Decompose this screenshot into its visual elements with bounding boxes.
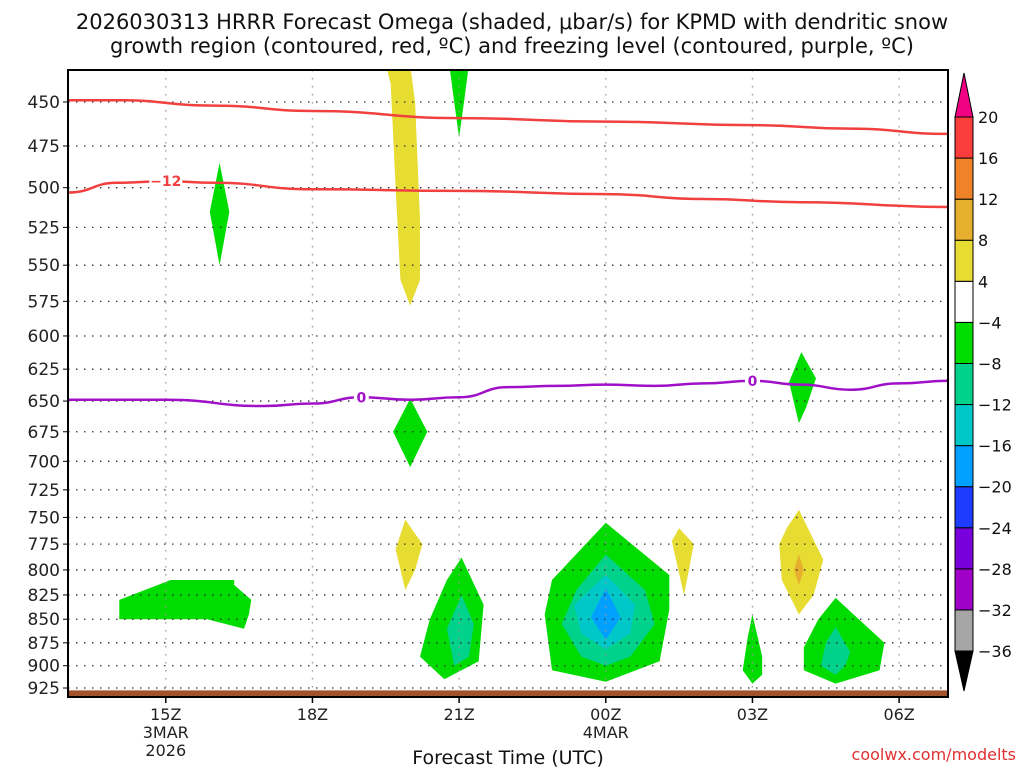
x-tick-label-21Z: 21Z (443, 705, 474, 724)
colorbar-box-12-to-16 (954, 157, 974, 200)
colorbar-box--32-to--28 (954, 568, 974, 611)
colorbar-label-20: 20 (978, 108, 998, 127)
x-axis-label: Forecast Time (UTC) (412, 747, 603, 768)
y-tick-label-700: 700 (28, 452, 60, 472)
omega-region-green-0500-865 (803, 597, 885, 684)
contour-label-bg (149, 173, 183, 190)
colorbar-box-8-to-12 (954, 198, 974, 241)
omega-shading-layer (119, 70, 885, 684)
y-tick-label-775: 775 (28, 535, 60, 555)
y-tick-label-475: 475 (28, 137, 60, 157)
colorbar-box--4-to-4 (954, 280, 974, 323)
omega-region-yellow-0130-775 (671, 528, 694, 595)
x-tick-date-15Z: 3MAR (143, 723, 189, 742)
colorbar-arrow-bottom (954, 650, 974, 692)
contour-label-bg (744, 372, 760, 389)
y-tick-label-575: 575 (28, 292, 60, 312)
omega-region-teal-2100-850 (446, 595, 474, 666)
colorbar-label--20: −20 (978, 478, 1012, 497)
colorbar-box--24-to--20 (954, 486, 974, 529)
y-tick-label-550: 550 (28, 256, 60, 276)
contour-label-dgz-lower-red-0: −12 (150, 174, 181, 190)
colorbar-box--16-to--12 (954, 404, 974, 447)
colorbar-label--24: −24 (978, 519, 1012, 538)
y-tick-label-675: 675 (28, 423, 60, 443)
colorbar-label--16: −16 (978, 437, 1012, 456)
omega-region-green-spike-1520 (209, 162, 230, 266)
x-tick-year-15Z: 2026 (145, 741, 186, 760)
y-tick-label-825: 825 (28, 586, 60, 606)
y-tick-label-725: 725 (28, 481, 60, 501)
contour-dgz-upper-red (68, 98, 948, 136)
x-tick-label-06Z: 06Z (883, 705, 914, 724)
colorbar-label--36: −36 (978, 642, 1012, 661)
plot-frame (67, 69, 949, 698)
credit-link[interactable]: coolwx.com/modelts (852, 745, 1016, 764)
y-tick-label-600: 600 (28, 327, 60, 347)
x-tick-label-00Z: 00Z (590, 705, 621, 724)
x-tick-date-00Z: 4MAR (583, 723, 629, 742)
colorbar-label-12: 12 (978, 190, 998, 209)
colorbar-label-4: 4 (978, 272, 988, 291)
omega-region-green-diamond-0420-625 (789, 352, 816, 424)
colorbar-label--32: −32 (978, 601, 1012, 620)
y-tick-label-800: 800 (28, 561, 60, 581)
colorbar-label-16: 16 (978, 149, 998, 168)
contour-label-freezing-level-purple-1: 0 (748, 374, 758, 390)
colorbar-box--20-to--16 (954, 445, 974, 488)
y-tick-label-750: 750 (28, 508, 60, 528)
y-tick-label-900: 900 (28, 657, 60, 677)
omega-region-green-diamond-2000-675 (393, 398, 428, 468)
omega-region-yellow-2000-775 (395, 519, 423, 590)
y-tick-label-650: 650 (28, 392, 60, 412)
colorbar-box-4-to-8 (954, 239, 974, 282)
omega-region-yellow-column-2000 (387, 70, 420, 306)
omega-region-orange-0400-790 (794, 554, 804, 585)
colorbar: −36 −32 −28 −24 −20 −16 −12 −8 −4 4 8 12 16 20 (954, 72, 1012, 692)
colorbar-label--12: −12 (978, 396, 1012, 415)
y-axis: 450 475 500 525 550 575 600 625 650 675 700 725 750 7… (28, 93, 68, 699)
colorbar-box--28-to--24 (954, 527, 974, 570)
y-tick-label-450: 450 (28, 93, 60, 113)
contour-label-freezing-level-purple-0: 0 (356, 390, 366, 406)
x-tick-label-03Z: 03Z (737, 705, 768, 724)
omega-region-green-spike-2100 (449, 70, 469, 138)
y-tick-label-500: 500 (28, 179, 60, 199)
colorbar-box-16-to-20 (954, 116, 974, 159)
y-tick-label-625: 625 (28, 360, 60, 380)
omega-region-teal-0500-865 (820, 626, 851, 675)
y-tick-label-875: 875 (28, 634, 60, 654)
colorbar-box--8-to--4 (954, 321, 974, 364)
chart-title-line-2: growth region (contoured, red, ºC) and f… (110, 34, 914, 58)
terrain-surface (68, 690, 948, 697)
colorbar-label--28: −28 (978, 560, 1012, 579)
y-tick-label-525: 525 (28, 218, 60, 238)
chart-title-line-1: 2026030313 HRRR Forecast Omega (shaded, … (75, 10, 949, 34)
x-tick-label-18Z: 18Z (297, 705, 328, 724)
contour-freezing-level-purple (68, 379, 948, 408)
colorbar-label-8: 8 (978, 231, 988, 250)
y-tick-label-850: 850 (28, 610, 60, 630)
omega-region-green-0300-875 (742, 614, 763, 684)
colorbar-label--8: −8 (978, 354, 1002, 373)
contour-layer: −12 0 0 (68, 98, 948, 408)
contour-label-bg (353, 389, 369, 406)
y-tick-label-925: 925 (28, 679, 60, 699)
colorbar-box--12-to--8 (954, 362, 974, 406)
x-tick-label-15Z: 15Z (150, 705, 181, 724)
colorbar-label--4: −4 (978, 313, 1002, 332)
colorbar-box--36-to--32 (954, 609, 974, 652)
contour-dgz-lower-red (68, 179, 948, 209)
omega-region-green-1500-825 (119, 580, 252, 629)
colorbar-arrow-top (954, 72, 974, 118)
